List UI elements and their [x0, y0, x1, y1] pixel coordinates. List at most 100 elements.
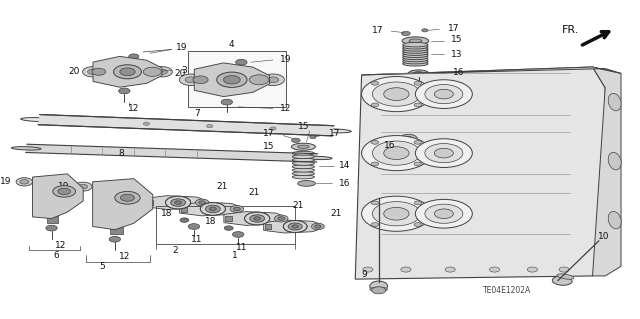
Circle shape [20, 180, 29, 184]
Circle shape [425, 144, 463, 163]
Circle shape [292, 225, 298, 228]
Text: 17: 17 [447, 24, 459, 33]
Polygon shape [180, 202, 243, 216]
Text: 19: 19 [175, 43, 187, 52]
Text: 16: 16 [339, 179, 350, 188]
Ellipse shape [292, 151, 314, 155]
Circle shape [232, 232, 244, 237]
Text: 16: 16 [452, 68, 464, 77]
Circle shape [362, 196, 431, 231]
Polygon shape [362, 67, 621, 75]
Bar [188, 51, 285, 107]
Ellipse shape [403, 49, 428, 53]
Text: 19: 19 [0, 177, 11, 186]
Polygon shape [224, 211, 287, 226]
Circle shape [166, 196, 191, 209]
Ellipse shape [370, 287, 388, 292]
Ellipse shape [303, 156, 332, 160]
Circle shape [372, 141, 420, 165]
Circle shape [559, 267, 569, 272]
Ellipse shape [370, 281, 388, 291]
Polygon shape [33, 174, 83, 219]
Circle shape [278, 217, 285, 220]
Circle shape [288, 223, 302, 230]
Text: 19: 19 [58, 182, 70, 191]
Circle shape [425, 204, 463, 223]
Bar [47, 216, 58, 223]
Text: 11: 11 [191, 235, 203, 244]
Circle shape [120, 68, 135, 76]
Text: 21: 21 [248, 189, 260, 197]
Polygon shape [145, 196, 208, 210]
Circle shape [284, 220, 307, 233]
Circle shape [362, 136, 431, 171]
Polygon shape [264, 220, 323, 233]
Ellipse shape [292, 161, 314, 165]
Circle shape [415, 80, 472, 108]
Circle shape [209, 207, 216, 211]
Text: 2: 2 [172, 246, 178, 255]
Ellipse shape [403, 51, 428, 56]
Text: 15: 15 [298, 122, 309, 130]
Circle shape [414, 140, 422, 144]
Circle shape [157, 69, 167, 74]
Circle shape [414, 81, 422, 85]
Circle shape [262, 74, 284, 85]
Circle shape [52, 186, 76, 197]
Circle shape [414, 162, 422, 166]
Ellipse shape [292, 172, 314, 175]
Circle shape [223, 76, 240, 84]
Circle shape [129, 54, 139, 59]
Circle shape [312, 223, 324, 230]
Ellipse shape [608, 211, 621, 229]
Circle shape [254, 217, 260, 220]
Circle shape [205, 205, 220, 213]
Circle shape [371, 140, 379, 144]
Ellipse shape [608, 93, 621, 111]
Text: TE04E1202A: TE04E1202A [483, 286, 531, 295]
Circle shape [199, 201, 205, 204]
Circle shape [435, 209, 453, 219]
Circle shape [404, 137, 413, 141]
Circle shape [371, 201, 379, 205]
Circle shape [490, 267, 500, 272]
Ellipse shape [403, 47, 428, 51]
Text: 9: 9 [362, 270, 367, 279]
Circle shape [275, 215, 288, 222]
Ellipse shape [20, 118, 57, 122]
Circle shape [171, 199, 186, 206]
Text: 16: 16 [384, 141, 396, 150]
Circle shape [371, 162, 379, 166]
Bar [156, 206, 295, 244]
Circle shape [414, 201, 422, 205]
Circle shape [268, 77, 278, 83]
Circle shape [236, 59, 247, 65]
Circle shape [292, 225, 298, 228]
Ellipse shape [292, 155, 314, 159]
Circle shape [401, 267, 411, 272]
Circle shape [415, 139, 472, 167]
Ellipse shape [403, 55, 428, 60]
Text: 12: 12 [55, 241, 67, 250]
Circle shape [371, 81, 379, 85]
Ellipse shape [298, 145, 309, 148]
Bar [146, 200, 152, 205]
Text: 8: 8 [118, 149, 124, 158]
Circle shape [414, 103, 422, 107]
Polygon shape [355, 67, 605, 279]
Text: 17: 17 [263, 130, 275, 138]
Circle shape [310, 136, 316, 139]
Text: 1: 1 [232, 251, 238, 260]
Circle shape [74, 182, 92, 191]
Ellipse shape [292, 175, 314, 179]
Circle shape [200, 203, 225, 215]
Circle shape [362, 77, 431, 112]
Ellipse shape [292, 165, 314, 169]
Circle shape [372, 82, 420, 106]
Text: 5: 5 [99, 262, 105, 271]
Circle shape [118, 88, 130, 94]
Circle shape [205, 205, 220, 213]
Ellipse shape [408, 70, 429, 77]
Circle shape [58, 188, 70, 195]
Text: 15: 15 [451, 35, 462, 44]
